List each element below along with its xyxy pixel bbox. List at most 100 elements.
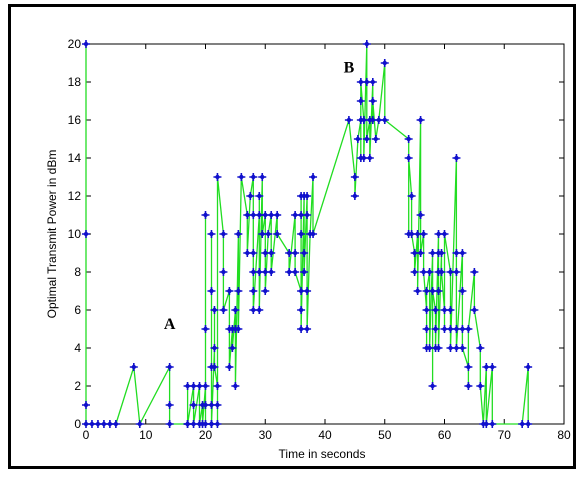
x-tick-label: 30: [259, 428, 273, 442]
data-point: [458, 344, 467, 352]
data-point: [231, 306, 240, 314]
data-point: [422, 306, 431, 314]
data-point: [111, 420, 120, 428]
data-point: [470, 268, 479, 276]
data-point: [210, 344, 219, 352]
data-point: [255, 306, 264, 314]
annotations: AB: [164, 60, 355, 334]
x-tick-label: 80: [557, 428, 571, 442]
data-point: [201, 211, 210, 219]
data-point: [225, 363, 234, 371]
data-point: [258, 173, 267, 181]
data-point: [350, 192, 359, 200]
data-point: [237, 173, 246, 181]
data-point: [267, 249, 276, 257]
data-point: [452, 154, 461, 162]
data-point: [419, 230, 428, 238]
data-point: [291, 268, 300, 276]
data-point: [419, 268, 428, 276]
data-point: [404, 135, 413, 143]
data-point: [524, 420, 533, 428]
y-axis-label: Optimal Transmit Power in dBm: [45, 150, 59, 319]
data-point: [285, 268, 294, 276]
data-point: [231, 382, 240, 390]
data-point: [476, 344, 485, 352]
y-tick-label: 14: [68, 151, 82, 165]
data-point: [273, 230, 282, 238]
data-point: [309, 230, 318, 238]
y-tick-label: 20: [68, 37, 82, 51]
data-point: [344, 116, 353, 124]
data-point: [416, 211, 425, 219]
x-tick-label: 20: [199, 428, 213, 442]
data-point: [303, 211, 312, 219]
data-point: [458, 249, 467, 257]
data-point: [261, 287, 270, 295]
data-point: [380, 116, 389, 124]
y-tick-label: 4: [74, 341, 81, 355]
data-point: [446, 306, 455, 314]
data-point: [82, 230, 90, 238]
data-point: [303, 192, 312, 200]
annotation-a: A: [164, 316, 176, 333]
data-point: [303, 287, 312, 295]
data-point: [470, 306, 479, 314]
data-point: [207, 230, 216, 238]
y-tick-label: 0: [74, 417, 81, 431]
data-point: [356, 97, 365, 105]
data-point: [368, 78, 377, 86]
data-point: [249, 287, 258, 295]
data-point: [422, 325, 431, 333]
data-point: [416, 249, 425, 257]
data-point: [213, 382, 222, 390]
data-point: [410, 268, 419, 276]
data-point: [488, 420, 497, 428]
y-tick-label: 12: [68, 189, 82, 203]
data-point: [228, 344, 237, 352]
data-point: [219, 268, 228, 276]
data-point: [201, 401, 210, 409]
data-point: [165, 420, 174, 428]
data-point: [300, 249, 309, 257]
data-point: [213, 173, 222, 181]
data-point: [201, 382, 210, 390]
data-point: [440, 325, 449, 333]
data-point: [407, 192, 416, 200]
data-point: [425, 268, 434, 276]
data-point: [135, 420, 144, 428]
data-point: [431, 306, 440, 314]
data-point: [129, 363, 138, 371]
data-point: [246, 192, 255, 200]
data-point: [213, 401, 222, 409]
data-point: [303, 325, 312, 333]
data-point: [362, 135, 371, 143]
markers: [82, 40, 533, 428]
data-point: [291, 249, 300, 257]
data-point: [207, 287, 216, 295]
data-point: [413, 287, 422, 295]
data-point: [210, 306, 219, 314]
data-point: [350, 173, 359, 181]
data-point: [249, 249, 258, 257]
data-point: [82, 401, 90, 409]
data-point: [404, 154, 413, 162]
x-tick-label: 0: [83, 428, 90, 442]
data-point: [464, 382, 473, 390]
data-point: [201, 325, 210, 333]
data-point: [273, 211, 282, 219]
data-point: [524, 363, 533, 371]
data-point: [428, 249, 437, 257]
y-tick-label: 8: [74, 265, 81, 279]
data-point: [431, 325, 440, 333]
data-point: [201, 420, 210, 428]
data-point: [264, 230, 273, 238]
data-point: [234, 325, 243, 333]
data-point: [255, 268, 264, 276]
data-point: [380, 59, 389, 67]
x-tick-label: 40: [318, 428, 332, 442]
x-tick-label: 10: [139, 428, 153, 442]
data-point: [428, 382, 437, 390]
data-point: [464, 325, 473, 333]
data-point: [300, 268, 309, 276]
